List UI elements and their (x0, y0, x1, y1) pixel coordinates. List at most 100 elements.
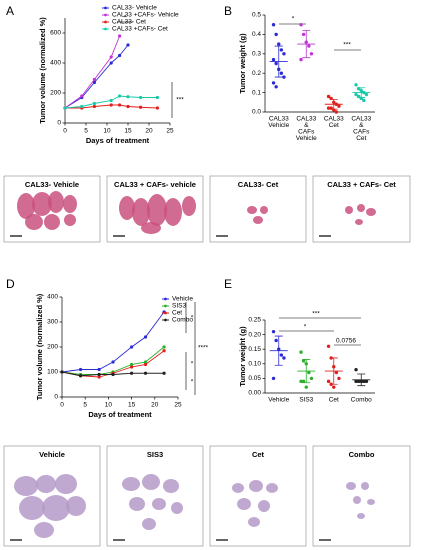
panel-label: B (224, 4, 232, 18)
annotation: *** (176, 97, 184, 104)
point (362, 98, 366, 103)
y-tick-label: 0 (54, 394, 58, 401)
y-axis-label: Tumor weight (g) (238, 326, 247, 387)
point (326, 379, 331, 384)
point (301, 359, 306, 363)
tissue (164, 198, 182, 226)
point (274, 32, 278, 37)
annotation: *** (312, 311, 320, 318)
panel-label: D (6, 277, 15, 291)
point (282, 356, 286, 360)
tissue (129, 497, 145, 511)
point (356, 379, 361, 384)
x-tick-label: Cet (356, 135, 366, 142)
y-tick-label: 200 (47, 344, 58, 351)
point (126, 104, 130, 109)
x-tick-label: & (359, 122, 364, 129)
legend-marker (164, 304, 167, 308)
point (162, 371, 166, 375)
point (354, 379, 358, 384)
tissue (182, 196, 196, 216)
series-line (64, 44, 129, 109)
point (277, 42, 281, 46)
x-tick-label: 5 (84, 128, 88, 135)
x-tick-label: & (304, 122, 309, 129)
image-title: Cet (252, 450, 265, 459)
tissue (132, 198, 150, 226)
point (80, 94, 84, 98)
point (354, 92, 358, 97)
tissue (366, 208, 376, 216)
point (362, 379, 366, 384)
series-line (64, 95, 158, 109)
point (80, 104, 84, 109)
point (109, 98, 113, 103)
tissue (63, 195, 77, 213)
point (126, 43, 130, 47)
point (299, 23, 303, 27)
point (111, 360, 115, 364)
tissue (25, 214, 43, 230)
legend-marker (164, 311, 167, 315)
error-bar (329, 357, 338, 385)
point (279, 353, 284, 357)
x-tick-label: 25 (174, 402, 182, 409)
tissue (232, 483, 244, 493)
image-title: SIS3 (147, 450, 163, 459)
x-tick-label: CAL33 (269, 116, 289, 123)
point (143, 335, 148, 339)
point (143, 360, 148, 364)
point (271, 376, 276, 381)
legend-marker (104, 20, 107, 24)
point (332, 385, 336, 389)
tissue (19, 496, 45, 520)
tissue (119, 196, 135, 220)
y-tick-label: 0.0 (252, 109, 261, 116)
legend-marker (164, 297, 167, 301)
tissue (345, 206, 353, 214)
point (143, 371, 148, 375)
error-bar (357, 87, 366, 98)
point (92, 77, 96, 82)
tissue (258, 500, 270, 512)
point (282, 75, 286, 79)
y-axis-label: Tumor volume (normalized %) (35, 293, 44, 400)
point (326, 94, 331, 99)
point (299, 379, 303, 384)
x-tick-label: Vehicle (296, 135, 317, 142)
point (162, 345, 166, 349)
point (337, 104, 341, 108)
legend-label: CAL33 +CAFs- Cet (112, 26, 168, 33)
y-axis-label: Tumor weight (g) (238, 33, 247, 94)
tissue (357, 204, 365, 212)
point (118, 94, 122, 98)
point (118, 103, 122, 107)
x-axis-label: Days of treatment (86, 136, 150, 145)
series-line (65, 104, 158, 109)
legend-marker (104, 27, 107, 31)
x-tick-label: 10 (105, 402, 113, 409)
tissue (361, 482, 369, 490)
tissue (163, 479, 179, 493)
point (109, 103, 113, 107)
legend-marker (104, 13, 107, 17)
point (97, 367, 101, 372)
error-bar (329, 98, 338, 110)
point (63, 106, 67, 110)
point (130, 365, 134, 369)
point (155, 106, 159, 110)
image-title: Combo (349, 450, 375, 459)
y-tick-label: 300 (47, 319, 58, 326)
tissue (346, 482, 356, 490)
point (130, 345, 134, 349)
point (279, 71, 284, 75)
legend-label: Vehicle (172, 296, 193, 303)
point (326, 344, 331, 348)
image-title: Vehicle (39, 450, 65, 459)
error-bar (302, 359, 311, 384)
point (282, 52, 286, 56)
point (337, 376, 341, 381)
point (354, 367, 358, 372)
y-tick-label: 0.2 (252, 70, 261, 77)
